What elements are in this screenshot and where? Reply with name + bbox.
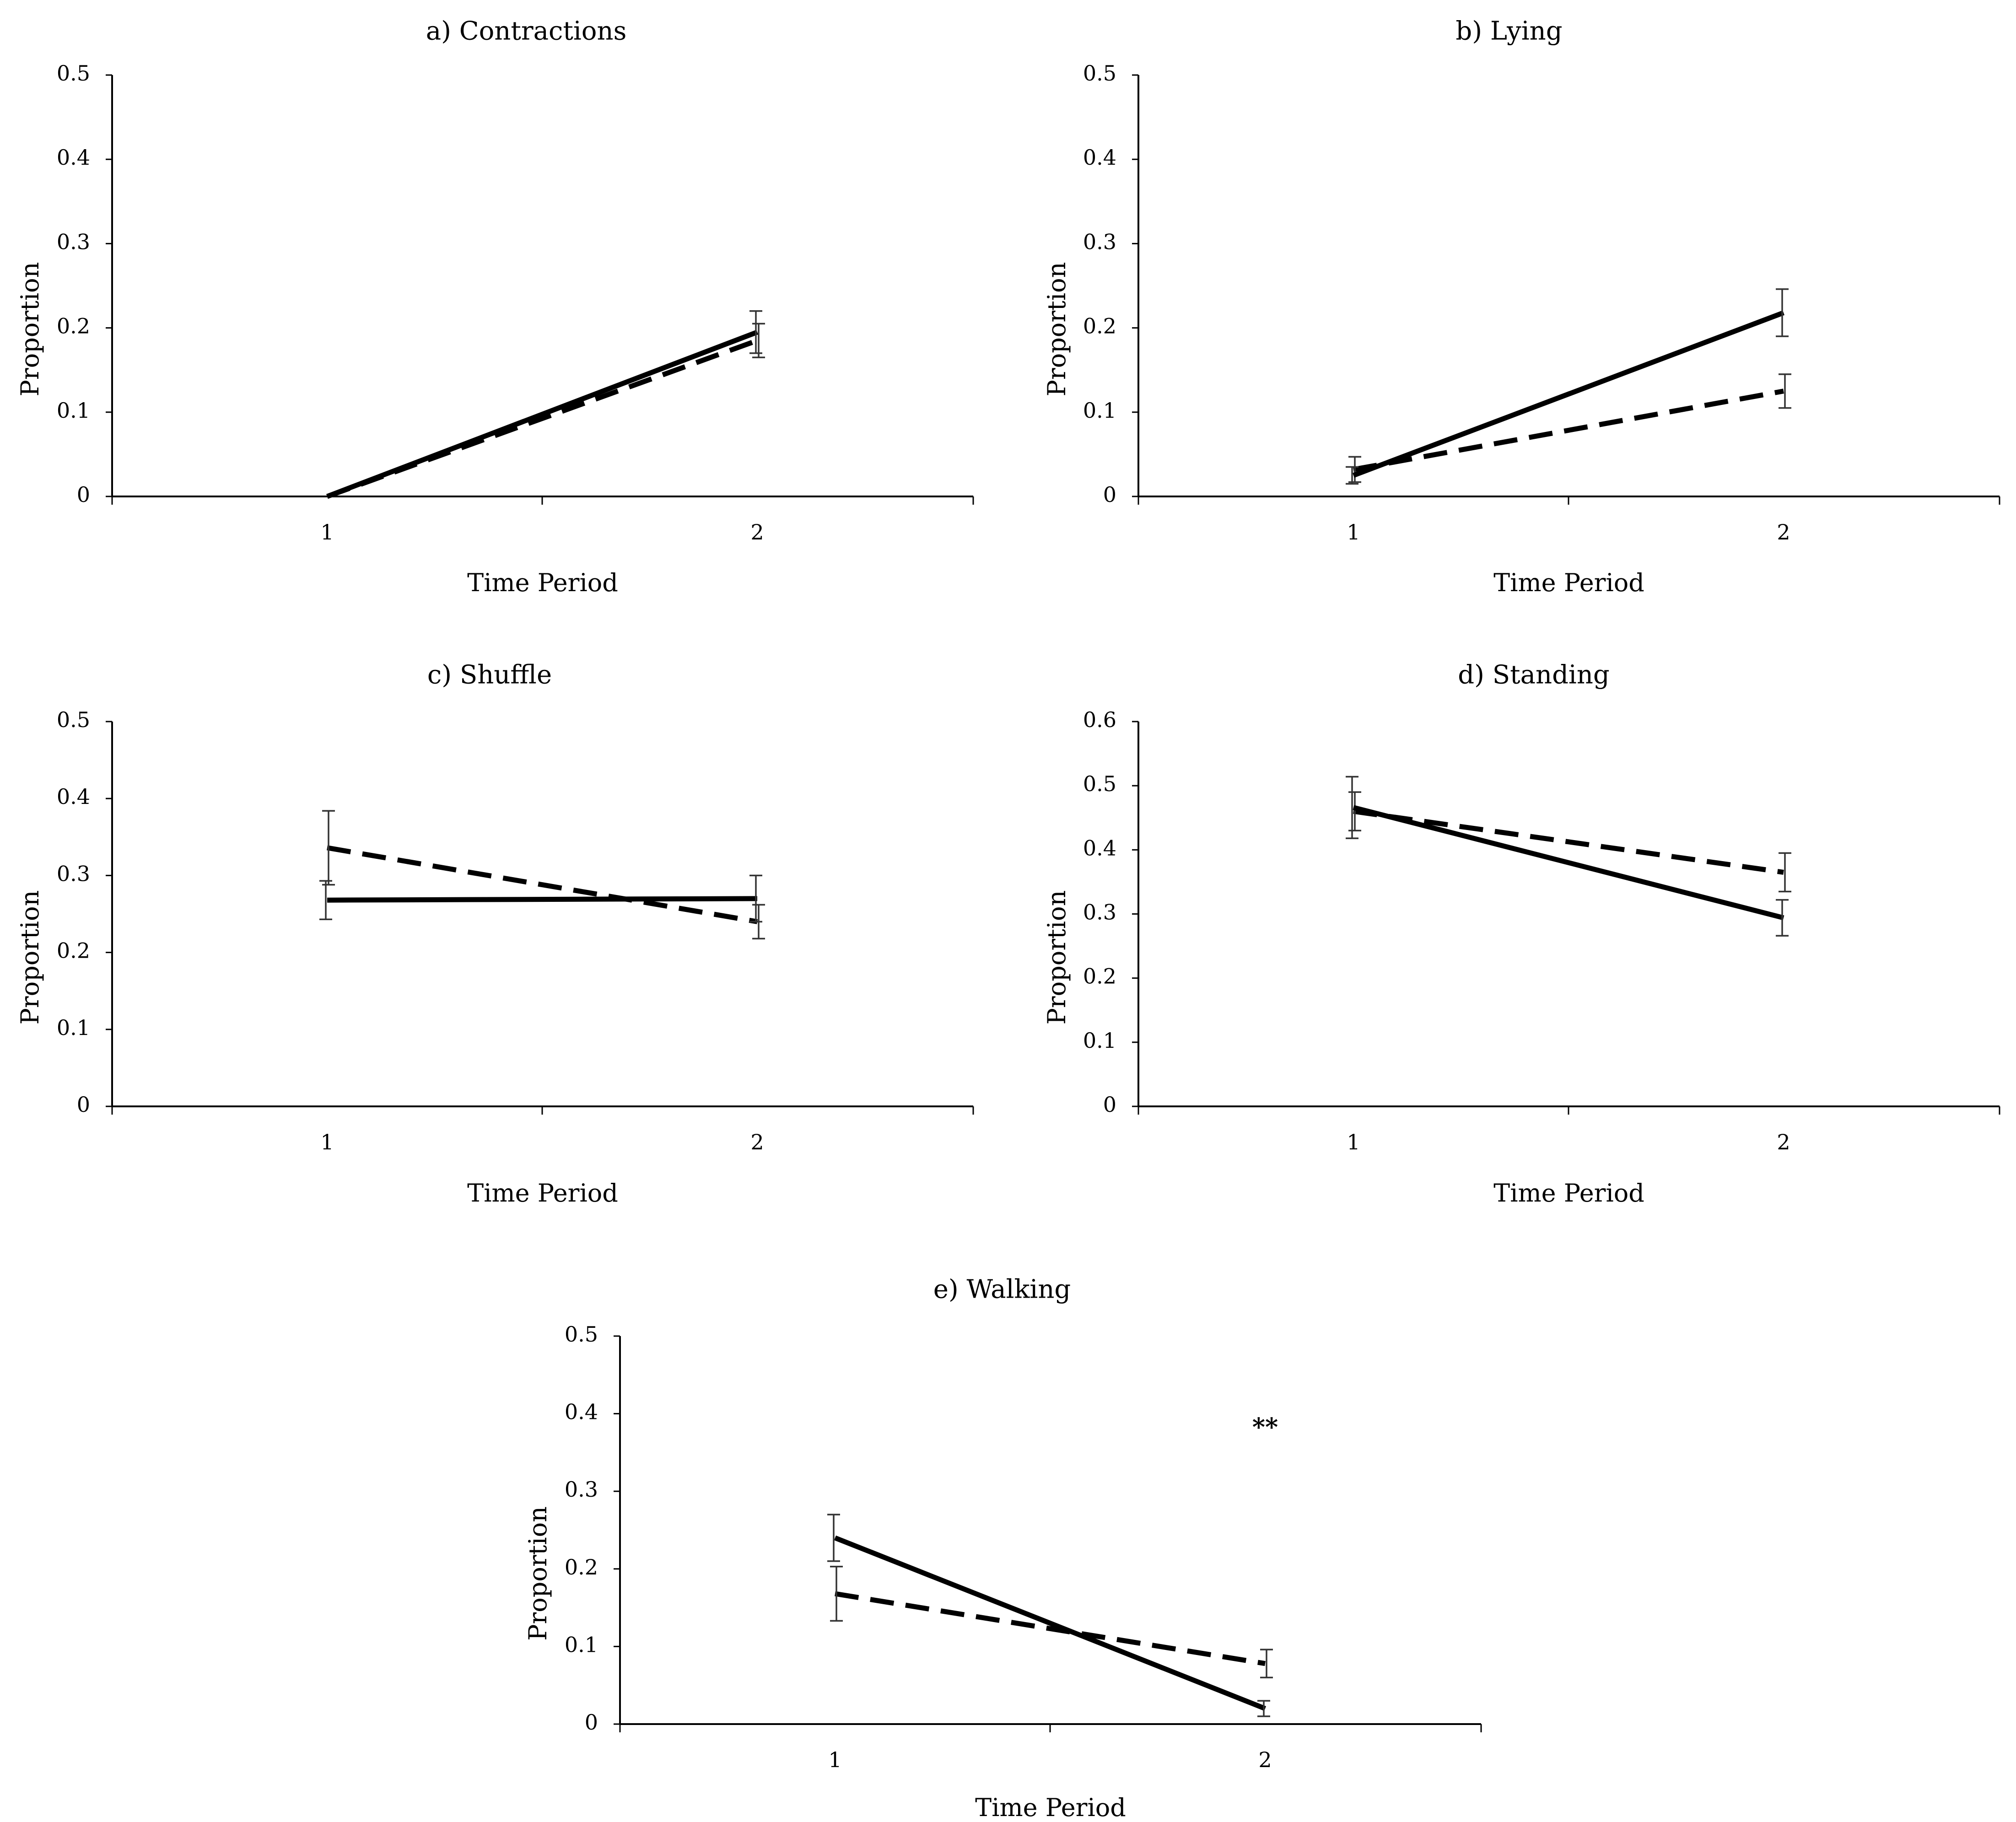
chart-3-y-tick-label-1: 0.1 (57, 1015, 90, 1040)
chart-5-y-tick-label-3: 0.3 (565, 1477, 598, 1502)
chart-3-series-solid-line (327, 896, 758, 903)
chart-3-y-tick-label-2: 0.2 (57, 938, 90, 963)
chart-5-y-axis-title: Proportion (523, 1506, 552, 1641)
chart-5-x-axis-title: Time Period (975, 1793, 1126, 1822)
chart-3: c) Shuffle 0 0.1 0.2 0.3 0.4 0.5 1 2 Time Period P… (16, 660, 974, 1207)
chart-2: b) Lying 0 0.1 0.2 0.3 0.4 0.5 1 2 Time Period Pro… (1042, 16, 2000, 597)
chart-5-series-solid-errorbar-2 (1257, 1700, 1270, 1717)
chart-4-x-tick-label-0: 1 (1347, 1130, 1360, 1154)
chart-1-x-tick-label-0: 1 (320, 520, 334, 544)
chart-2-y-tick-label-0: 0 (1103, 482, 1116, 507)
chart-4-y-tick-label-2: 0.2 (1083, 964, 1116, 989)
chart-1-series-solid-errorbar-2 (749, 310, 762, 354)
chart-3-series-solid-errorbar-2 (749, 874, 762, 923)
chart-4-y-tick-label-4: 0.4 (1083, 836, 1116, 860)
chart-3-y-axis-title: Proportion (16, 890, 44, 1025)
chart-4-series-solid-errorbar-1 (1346, 776, 1358, 839)
chart-5-series-solid-errorbar-1 (827, 1514, 840, 1562)
chart-4: d) Standing 0 0.1 0.2 0.3 0.4 0.5 0.6 1 2 Time Per… (1042, 660, 2000, 1207)
chart-1-y-tick-label-2: 0.2 (57, 314, 90, 339)
chart-3-x-tick-label-1: 2 (750, 1130, 764, 1154)
chart-5: e) Walking 0 0.1 0.2 0.3 0.4 0.5 1 2 Time Period P… (523, 1275, 1482, 1822)
chart-2-y-tick-label-1: 0.1 (1083, 398, 1116, 423)
chart-1: a) Contractions 0 0.1 0.2 0.3 0.4 0.5 1 2 Time Pe… (16, 16, 974, 597)
chart-5-y-tick-label-4: 0.4 (565, 1400, 598, 1424)
chart-2-y-tick-label-2: 0.2 (1083, 314, 1116, 339)
chart-3-series-solid-errorbar-1 (319, 880, 332, 921)
chart-1-y-tick-label-0: 0 (77, 482, 90, 507)
chart-4-series-dashed-line (1353, 809, 1784, 875)
chart-4-x-axis-title: Time Period (1493, 1179, 1644, 1207)
chart-5-y-tick-label-1: 0.1 (565, 1632, 598, 1657)
chart-4-series-dashed-errorbar-2 (1779, 852, 1791, 893)
chart-4-y-tick-label-0: 0 (1103, 1092, 1116, 1117)
chart-1-series-dashed-errorbar-2 (752, 323, 765, 358)
chart-1-x-tick-label-1: 2 (750, 520, 764, 544)
chart-1-y-tick-label-1: 0.1 (57, 398, 90, 423)
chart-1-x-axis-title: Time Period (467, 568, 618, 597)
chart-5-x-tick-label-1: 2 (1258, 1747, 1272, 1772)
chart-5-y-tick-label-2: 0.2 (565, 1555, 598, 1579)
chart-5-series-dashed-line (835, 1591, 1266, 1666)
chart-2-x-tick-label-0: 1 (1347, 520, 1360, 544)
chart-4-y-axis-title: Proportion (1042, 890, 1071, 1025)
chart-1-series-solid-line (326, 329, 758, 499)
chart-2-y-tick-label-5: 0.5 (1083, 61, 1116, 86)
chart-3-y-tick-label-0: 0 (77, 1092, 90, 1117)
chart-1-y-tick-label-3: 0.3 (57, 229, 90, 254)
chart-3-x-tick-label-0: 1 (320, 1130, 334, 1154)
chart-2-series-solid-line (1353, 310, 1784, 478)
chart-2-series-dashed-errorbar-1 (1348, 456, 1361, 483)
chart-5-annotation-0: ** (1252, 1412, 1278, 1442)
chart-4-title: d) Standing (1458, 660, 1610, 690)
chart-4-y-tick-label-3: 0.3 (1083, 900, 1116, 925)
chart-2-x-tick-label-1: 2 (1777, 520, 1790, 544)
chart-2-x-axis-title: Time Period (1493, 568, 1644, 597)
chart-5-series-dashed-errorbar-2 (1260, 1649, 1273, 1678)
chart-3-y-tick-label-5: 0.5 (57, 707, 90, 732)
chart-3-x-axis-title: Time Period (467, 1179, 618, 1207)
chart-3-y-tick-label-4: 0.4 (57, 784, 90, 809)
chart-5-series-solid-line (834, 1535, 1267, 1711)
chart-5-title: e) Walking (933, 1275, 1071, 1305)
chart-4-series-dashed-errorbar-1 (1348, 791, 1361, 832)
chart-4-y-tick-label-5: 0.5 (1083, 771, 1116, 796)
chart-3-y-tick-label-3: 0.3 (57, 861, 90, 886)
chart-5-y-tick-label-5: 0.5 (565, 1322, 598, 1347)
chart-3-title: c) Shuffle (427, 660, 552, 690)
chart-3-series-dashed-errorbar-1 (322, 810, 335, 886)
chart-1-y-tick-label-5: 0.5 (57, 61, 90, 86)
chart-5-x-tick-label-0: 1 (828, 1747, 841, 1772)
chart-4-series-solid-errorbar-2 (1776, 899, 1789, 937)
chart-5-y-tick-label-0: 0 (585, 1710, 598, 1735)
chart-2-series-solid-errorbar-1 (1346, 466, 1358, 485)
chart-4-y-tick-label-1: 0.1 (1083, 1028, 1116, 1053)
chart-2-series-solid-errorbar-2 (1776, 288, 1789, 337)
chart-2-title: b) Lying (1455, 16, 1562, 46)
chart-3-series-dashed-line (327, 845, 758, 924)
chart-4-x-tick-label-1: 2 (1777, 1130, 1790, 1154)
chart-4-series-solid-line (1353, 805, 1784, 921)
chart-1-y-tick-label-4: 0.4 (57, 145, 90, 170)
chart-2-y-tick-label-4: 0.4 (1083, 145, 1116, 170)
chart-2-series-dashed-errorbar-2 (1779, 373, 1791, 409)
chart-5-series-dashed-errorbar-1 (830, 1565, 843, 1622)
chart-1-y-axis-title: Proportion (16, 262, 44, 397)
chart-2-series-dashed-line (1353, 388, 1784, 472)
chart-4-y-tick-label-6: 0.6 (1083, 707, 1116, 732)
chart-1-title: a) Contractions (426, 16, 627, 46)
chart-2-y-tick-label-3: 0.3 (1083, 229, 1116, 254)
chart-2-y-axis-title: Proportion (1042, 262, 1071, 397)
